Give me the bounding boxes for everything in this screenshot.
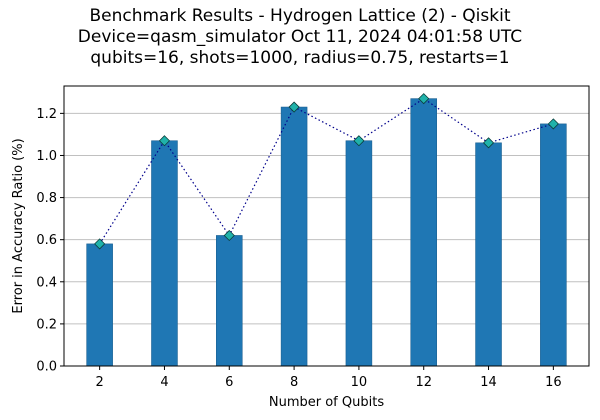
x-tick-label: 10 [351,375,368,390]
line-layer [99,97,554,245]
grid-layer [64,112,589,367]
x-tick-label: 6 [225,375,233,390]
bar-16-qubits [540,123,567,367]
x-tick-label: 4 [160,375,168,390]
bar-4-qubits [151,140,178,367]
marker-12-qubits [418,93,430,105]
marker-14-qubits [482,137,495,149]
bar-14-qubits [475,142,502,367]
chart-title-line-3: qubits=16, shots=1000, radius=0.75, rest… [90,48,510,68]
bar-10-qubits [345,140,373,367]
x-tick-label: 16 [545,375,562,390]
marker-16-qubits [547,118,559,130]
y-axis: 0.0 0.2 0.4 0.6 0.8 1.0 1.2 [36,107,64,375]
bar-12-qubits [410,98,437,367]
marker-2-qubits [94,238,106,250]
x-axis: 2 4 6 8 10 12 14 16 [96,366,562,390]
x-tick-label: 12 [415,375,432,390]
x-axis-label: Number of Qubits [269,395,384,410]
chart-title-line-2: Device=qasm_simulator Oct 11, 2024 04:01… [77,27,523,47]
y-tick-label: 0.0 [36,360,57,375]
bar-layer [86,98,567,367]
bar-8-qubits [280,106,308,367]
marker-8-qubits [288,101,300,113]
y-tick-label: 1.0 [36,149,57,164]
bar-6-qubits [216,235,243,367]
y-tick-label: 0.2 [36,317,57,332]
y-tick-label: 0.4 [36,275,57,290]
x-tick-label: 2 [96,375,104,390]
marker-6-qubits [223,229,235,242]
x-tick-label: 14 [480,375,497,390]
y-tick-label: 0.6 [36,233,57,248]
bar-2-qubits [86,243,113,367]
marker-layer [94,93,559,250]
y-tick-label: 1.2 [36,107,57,122]
chart-title-line-1: Benchmark Results - Hydrogen Lattice (2)… [89,6,511,26]
marker-4-qubits [158,135,171,147]
x-tick-label: 8 [290,375,298,390]
marker-10-qubits [353,135,365,147]
y-axis-label: Error in Accuracy Ratio (%) [11,138,26,313]
series-line [99,97,554,245]
plot-frame [63,85,590,367]
y-tick-label: 0.8 [36,191,57,206]
